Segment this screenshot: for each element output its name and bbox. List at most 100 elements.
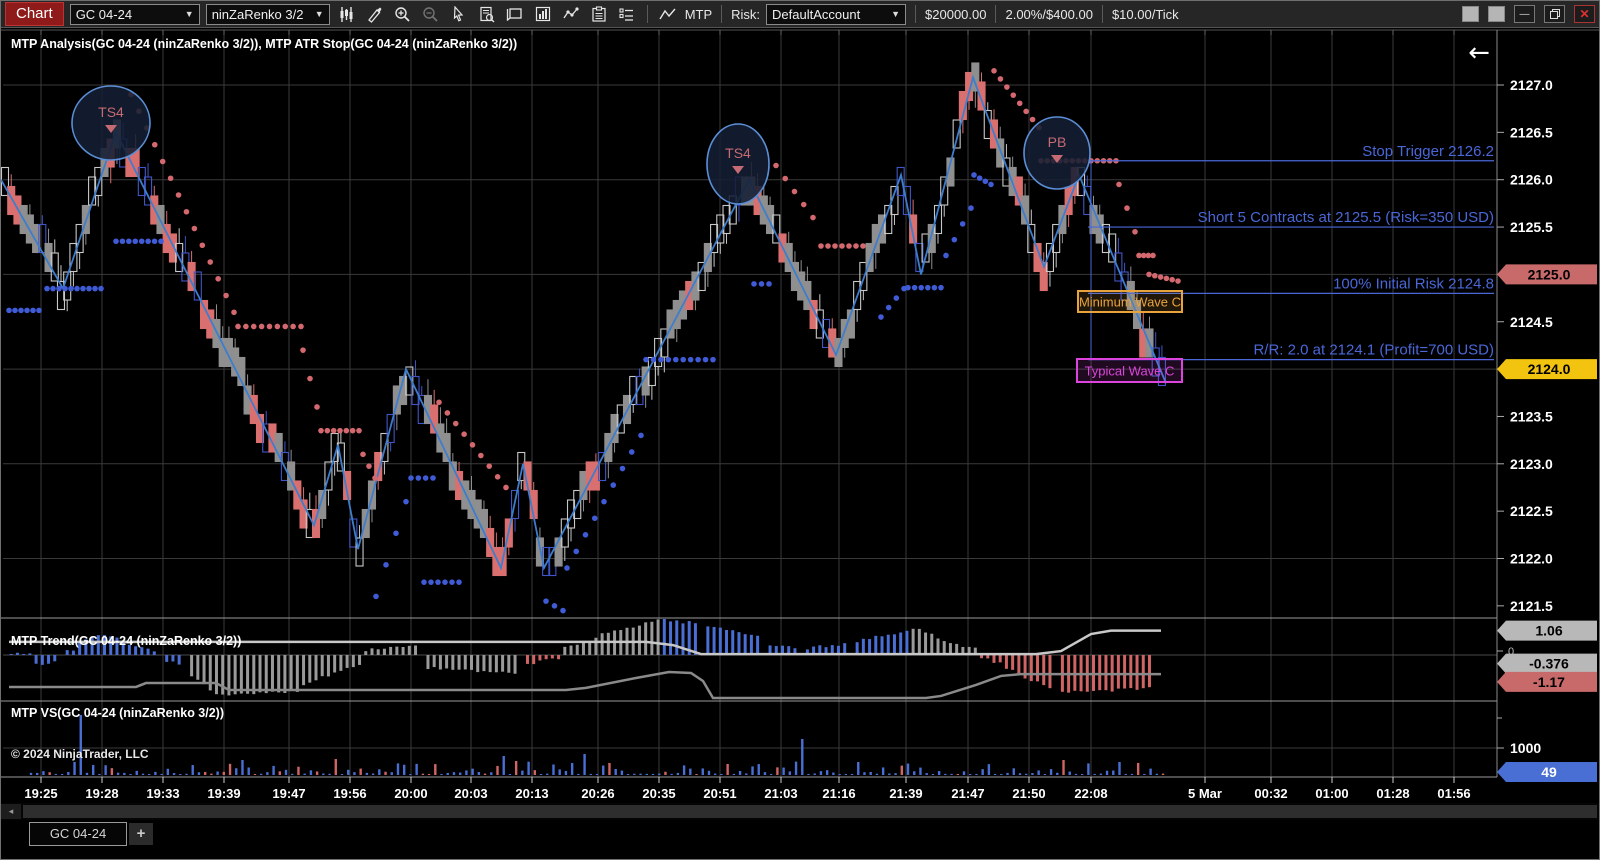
tab-gc-04-24[interactable]: GC 04-24 — [29, 822, 127, 846]
indicators-icon[interactable] — [560, 4, 582, 24]
period-dropdown-value: ninZaRenko 3/2 — [212, 7, 304, 22]
time-axis-label: 21:50 — [1012, 786, 1045, 801]
tab-bar: GC 04-24 + — [1, 820, 1599, 847]
close-button[interactable]: ✕ — [1574, 5, 1595, 23]
chevron-down-icon: ▼ — [315, 9, 324, 19]
chevron-down-icon: ▼ — [185, 9, 194, 19]
mtp-menu[interactable]: MTP — [685, 7, 712, 22]
time-axis-label: 5 Mar — [1188, 786, 1222, 801]
svg-text:-1.17: -1.17 — [1533, 674, 1565, 690]
data-box-icon[interactable] — [476, 4, 498, 24]
wave-box-typical[interactable]: Typical Wave C — [1077, 359, 1182, 382]
price-axis-tick: 2123.5 — [1510, 408, 1553, 424]
time-axis-label: 01:56 — [1437, 786, 1470, 801]
time-axis-label: 20:00 — [394, 786, 427, 801]
trend-panel-title: MTP Trend(GC 04-24 (ninZaRenko 3/2)) — [11, 634, 241, 648]
time-axis-label: 19:25 — [24, 786, 57, 801]
time-axis-label: 20:51 — [703, 786, 736, 801]
wave-box-minimum[interactable]: Minimum Wave C — [1078, 291, 1182, 312]
price-axis-tick: 2122.0 — [1510, 551, 1553, 567]
time-axis-label: 21:47 — [951, 786, 984, 801]
account-dropdown[interactable]: DefaultAccount ▼ — [766, 4, 906, 25]
time-axis-label: 00:32 — [1254, 786, 1287, 801]
toolbar-separator — [721, 5, 722, 23]
zoom-in-icon[interactable] — [392, 4, 414, 24]
time-axis-label: 19:56 — [333, 786, 366, 801]
properties-icon[interactable] — [616, 4, 638, 24]
time-axis-label: 19:28 — [85, 786, 118, 801]
signal-circle-pb: PB — [1024, 117, 1090, 189]
toolbar: Chart GC 04-24 ▼ ninZaRenko 3/2 ▼ MTP Ri… — [1, 1, 1599, 28]
stop-trigger-line-label[interactable]: Stop Trigger 2126.2 — [1362, 143, 1494, 160]
time-axis-label: 20:13 — [515, 786, 548, 801]
account-value: $20000.00 — [925, 7, 986, 22]
price-axis-tick: 2125.5 — [1510, 219, 1553, 235]
tick-value: $10.00/Tick — [1112, 7, 1179, 22]
svg-text:PB: PB — [1048, 134, 1067, 150]
scrollbar-thumb[interactable] — [23, 805, 1597, 818]
vs-axis-tick: 1000 — [1510, 740, 1541, 756]
zoom-out-icon[interactable] — [420, 4, 442, 24]
copyright-text: © 2024 NinjaTrader, LLC — [11, 747, 149, 761]
signal-circle-ts4: TS4 — [72, 86, 150, 160]
market-analyzer-icon[interactable] — [588, 4, 610, 24]
time-axis-label: 20:26 — [581, 786, 614, 801]
time-axis-label: 01:00 — [1315, 786, 1348, 801]
svg-text:TS4: TS4 — [98, 104, 124, 120]
pin-button[interactable] — [1462, 6, 1479, 22]
chart-style-icon[interactable] — [336, 4, 358, 24]
trend-axis[interactable]: 01.06-0.376-1.17 — [1497, 618, 1597, 701]
svg-text:2124.0: 2124.0 — [1528, 361, 1571, 377]
price-axis-tick: 2122.5 — [1510, 503, 1553, 519]
period-dropdown[interactable]: ninZaRenko 3/2 ▼ — [206, 4, 330, 25]
price-axis-tick: 2123.0 — [1510, 456, 1553, 472]
price-axis-tick: 2121.5 — [1510, 598, 1553, 614]
toolbar-separator — [995, 5, 996, 23]
svg-text:Minimum Wave C: Minimum Wave C — [1079, 295, 1181, 310]
back-arrow-button[interactable]: ← — [1468, 38, 1490, 68]
signal-circle-ts4: TS4 — [707, 124, 769, 204]
time-axis-label: 22:08 — [1074, 786, 1107, 801]
instrument-dropdown-value: GC 04-24 — [76, 7, 132, 22]
time-axis-label: 19:33 — [146, 786, 179, 801]
toolbar-separator — [647, 5, 648, 23]
svg-text:2125.0: 2125.0 — [1528, 266, 1571, 282]
risk-label: Risk: — [731, 7, 760, 22]
initial-risk-line-label[interactable]: 100% Initial Risk 2124.8 — [1333, 275, 1494, 292]
link-button[interactable] — [1488, 6, 1505, 22]
price-axis-tick: 2127.0 — [1510, 77, 1553, 93]
svg-text:-0.376: -0.376 — [1529, 656, 1569, 672]
time-axis-label: 21:03 — [764, 786, 797, 801]
toolbar-separator — [915, 5, 916, 23]
chart-canvas[interactable]: Stop Trigger 2126.2 Short 5 Contracts at … — [1, 28, 1600, 803]
restore-button[interactable] — [1544, 5, 1565, 23]
svg-text:TS4: TS4 — [725, 145, 751, 161]
toolbar-separator — [1102, 5, 1103, 23]
price-axis-tick: 2124.5 — [1510, 314, 1553, 330]
svg-text:1.06: 1.06 — [1535, 623, 1562, 639]
target-line-label[interactable]: R/R: 2.0 at 2124.1 (Profit=700 USD) — [1253, 342, 1494, 359]
time-axis-label: 20:03 — [454, 786, 487, 801]
svg-text:Typical Wave C: Typical Wave C — [1085, 364, 1175, 379]
risk-amount: 2.00%/$400.00 — [1005, 7, 1092, 22]
chart-scrollbar: ◂ — [1, 803, 1599, 820]
cursor-icon[interactable] — [448, 4, 470, 24]
minimize-button[interactable]: — — [1514, 5, 1535, 23]
vs-panel-title: MTP VS(GC 04-24 (ninZaRenko 3/2)) — [11, 706, 224, 720]
scroll-left-button[interactable]: ◂ — [1, 804, 21, 819]
time-axis-label: 21:16 — [822, 786, 855, 801]
time-axis-label: 20:35 — [642, 786, 675, 801]
chart-title: MTP Analysis(GC 04-24 (ninZaRenko 3/2)),… — [11, 37, 517, 51]
tag-icon[interactable] — [504, 4, 526, 24]
price-axis-tick: 2126.0 — [1510, 172, 1553, 188]
add-tab-button[interactable]: + — [129, 823, 153, 845]
entry-line-label[interactable]: Short 5 Contracts at 2125.5 (Risk=350 US… — [1198, 209, 1494, 226]
chart-trader-icon[interactable] — [532, 4, 554, 24]
svg-text:49: 49 — [1541, 764, 1557, 780]
trend-lines-icon[interactable] — [657, 4, 679, 24]
price-axis-tick: 2126.5 — [1510, 124, 1553, 140]
time-axis-label: 19:39 — [207, 786, 240, 801]
drawing-tools-icon[interactable] — [364, 4, 386, 24]
chevron-down-icon: ▼ — [891, 9, 900, 19]
instrument-dropdown[interactable]: GC 04-24 ▼ — [70, 4, 200, 25]
